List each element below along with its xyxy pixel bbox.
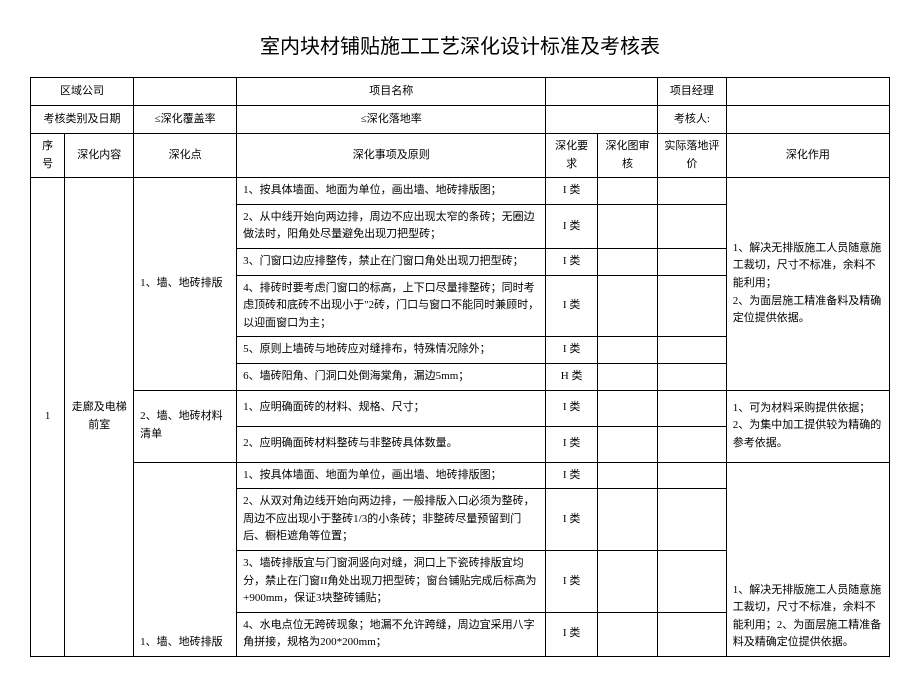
hdr-assessor: 考核人: [658,106,727,134]
region-value [134,78,237,106]
eval-3-1 [658,462,727,489]
item-3-3: 3、墙砖排版宜与门窗洞竖向对缝，洞口上下瓷砖排版宜均分，禁止在门窗II角处出现刀… [237,550,546,612]
item-2-2: 2、应明确面砖材料整砖与非整砖具体数量。 [237,426,546,462]
eval-1-6 [658,363,727,390]
review-2-1 [597,390,657,426]
eval-3-2 [658,489,727,551]
hdr-pm: 项目经理 [658,78,727,106]
review-1-1 [597,178,657,205]
req-1-4: I 类 [546,275,598,337]
hdr-region: 区域公司 [31,78,134,106]
req-1-5: I 类 [546,337,598,364]
req-1-3: I 类 [546,248,598,275]
landing-value [546,106,658,134]
review-1-5 [597,337,657,364]
review-3-4 [597,612,657,656]
content-1: 走廊及电梯前室 [65,178,134,657]
pm-value [726,78,889,106]
eval-3-4 [658,612,727,656]
item-2-1: 1、应明确面砖的材料、规格、尺寸； [237,390,546,426]
req-3-1: I 类 [546,462,598,489]
col-review: 深化图审核 [597,134,657,178]
project-value [546,78,658,106]
item-3-2: 2、从双对角边线开始向两边排，一般排版入口必须为整砖，周边不应出现小于整砖1/3… [237,489,546,551]
review-1-6 [597,363,657,390]
seq-1: 1 [31,178,65,657]
eval-1-1 [658,178,727,205]
point-1-3: 1、墙、地砖排版 [134,462,237,656]
purpose-1-3: 1、解决无排版施工人员随意施工裁切，尺寸不标准，余料不能利用；2、为面层施工精准… [726,462,889,656]
col-eval: 实际落地评价 [658,134,727,178]
item-1-4: 4、排砖时要考虑门窗口的标高，上下口尽量排整砖；同时考虑顶砖和底砖不出现小于"2… [237,275,546,337]
item-1-2: 2、从中线开始向两边排，周边不应出现太窄的条砖；无圈边做法时，阳角处尽量避免出现… [237,204,546,248]
eval-1-5 [658,337,727,364]
hdr-landing: ≤深化落地率 [237,106,546,134]
review-3-3 [597,550,657,612]
item-3-1: 1、按具体墙面、地面为单位，画出墙、地砖排版图； [237,462,546,489]
eval-1-3 [658,248,727,275]
review-3-1 [597,462,657,489]
req-1-2: I 类 [546,204,598,248]
eval-2-1 [658,390,727,426]
hdr-project: 项目名称 [237,78,546,106]
purpose-1-2: 1、可为材料采购提供依据； 2、为集中加工提供较为精确的参考依据。 [726,390,889,462]
assessment-table: 区域公司 项目名称 项目经理 考核类别及日期 ≤深化覆盖率 ≤深化落地率 考核人… [30,77,890,657]
point-1-2: 2、墙、地砖材料清单 [134,390,237,462]
req-1-1: I 类 [546,178,598,205]
col-matter: 深化事项及原则 [237,134,546,178]
item-1-6: 6、墙砖阳角、门洞口处倒海棠角，漏边5mm； [237,363,546,390]
hdr-assess-date: 考核类别及日期 [31,106,134,134]
req-3-4: I 类 [546,612,598,656]
item-1-3: 3、门窗口边应排整传，禁止在门窗口角处出现刀把型砖； [237,248,546,275]
review-1-4 [597,275,657,337]
review-1-2 [597,204,657,248]
page-title: 室内块材铺贴施工工艺深化设计标准及考核表 [30,30,890,59]
req-3-3: I 类 [546,550,598,612]
point-1-1: 1、墙、地砖排版 [134,178,237,390]
req-2-2: I 类 [546,426,598,462]
hdr-coverage: ≤深化覆盖率 [134,106,237,134]
col-req: 深化要求 [546,134,598,178]
review-1-3 [597,248,657,275]
purpose-1-1: 1、解决无排版施工人员随意施工裁切，尺寸不标准，余料不能利用； 2、为面层施工精… [726,178,889,390]
item-3-4: 4、水电点位无跨砖现象；地漏不允许跨缝，周边宜采用八字角拼接，规格为200*20… [237,612,546,656]
eval-3-3 [658,550,727,612]
eval-1-4 [658,275,727,337]
col-seq: 序号 [31,134,65,178]
eval-2-2 [658,426,727,462]
col-point: 深化点 [134,134,237,178]
eval-1-2 [658,204,727,248]
req-3-2: I 类 [546,489,598,551]
req-1-6: H 类 [546,363,598,390]
item-1-1: 1、按具体墙面、地面为单位，画出墙、地砖排版图； [237,178,546,205]
col-content: 深化内容 [65,134,134,178]
assessor-value [726,106,889,134]
req-2-1: I 类 [546,390,598,426]
review-3-2 [597,489,657,551]
col-purpose: 深化作用 [726,134,889,178]
item-1-5: 5、原则上墙砖与地砖应对缝排布，特殊情况除外； [237,337,546,364]
review-2-2 [597,426,657,462]
